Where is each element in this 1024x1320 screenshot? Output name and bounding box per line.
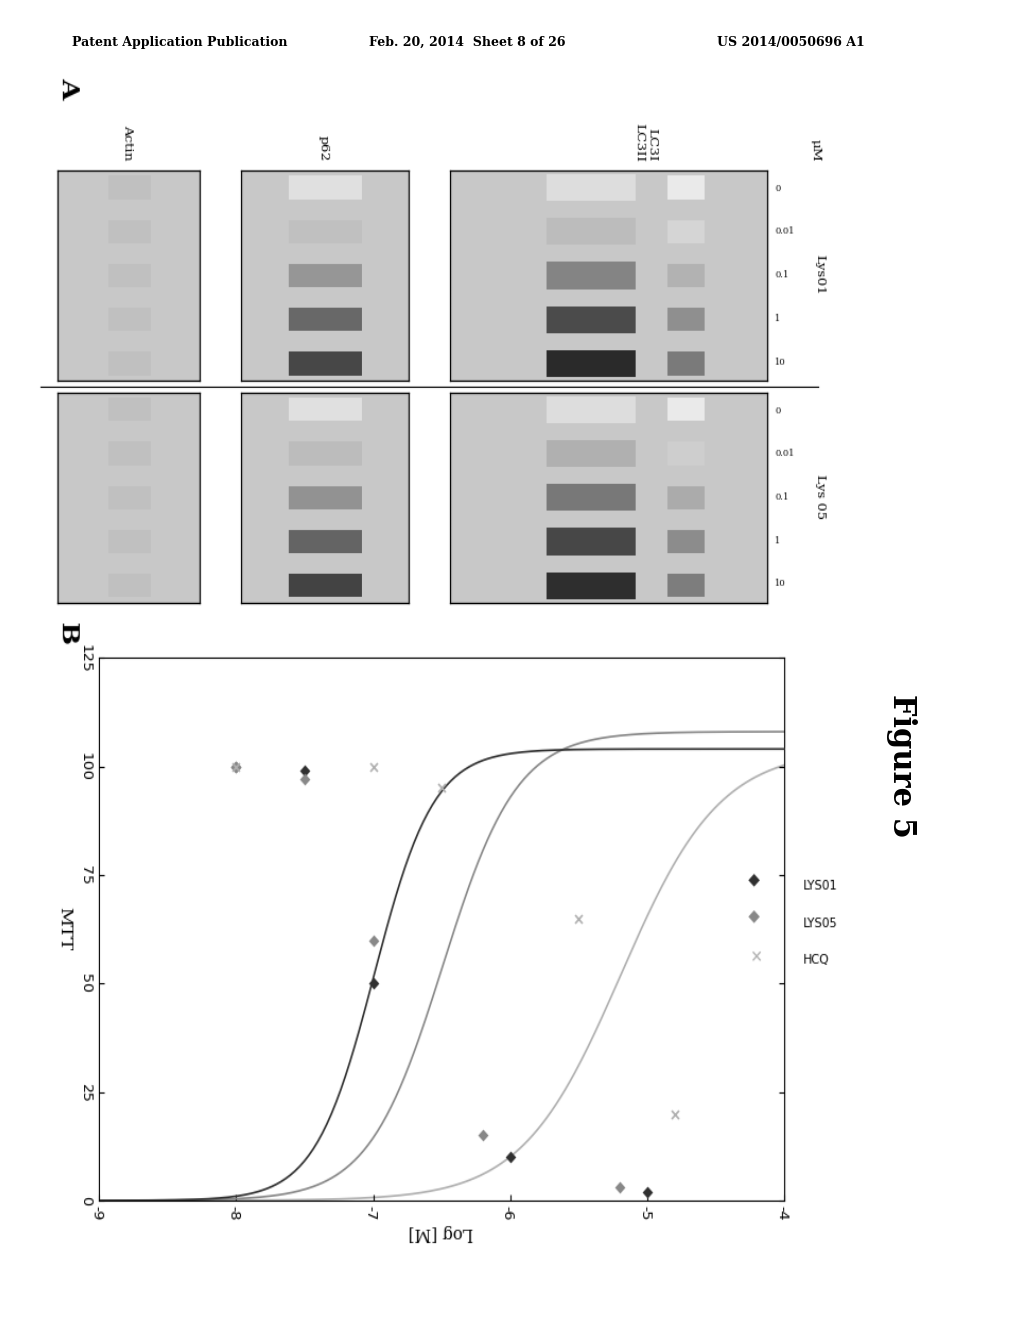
Text: Patent Application Publication: Patent Application Publication bbox=[72, 36, 287, 49]
Text: Feb. 20, 2014  Sheet 8 of 26: Feb. 20, 2014 Sheet 8 of 26 bbox=[369, 36, 565, 49]
Text: Figure 5: Figure 5 bbox=[886, 694, 916, 837]
Text: US 2014/0050696 A1: US 2014/0050696 A1 bbox=[717, 36, 864, 49]
